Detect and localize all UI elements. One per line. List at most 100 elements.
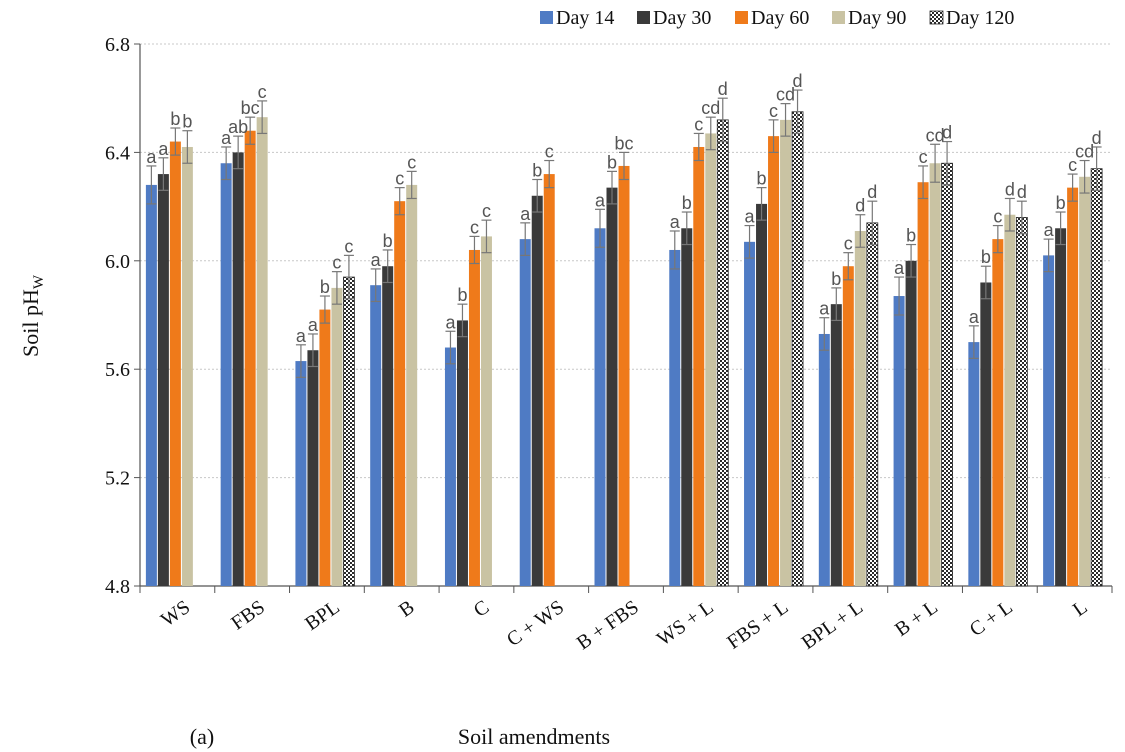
x-tick-label: L	[1069, 596, 1092, 621]
bar	[941, 162, 953, 587]
significance-letter: c	[470, 217, 479, 237]
legend-swatch	[637, 11, 650, 24]
bar	[744, 241, 756, 586]
bar	[220, 163, 232, 587]
bar	[456, 320, 468, 586]
bar	[169, 141, 181, 586]
significance-letter: bc	[241, 98, 260, 118]
significance-letter: b	[320, 277, 330, 297]
significance-letter: b	[457, 285, 467, 305]
significance-letter: a	[595, 190, 606, 210]
bar	[818, 333, 830, 586]
bar	[382, 266, 394, 586]
bar	[1067, 187, 1079, 586]
significance-letter: b	[532, 161, 542, 181]
significance-letter: a	[221, 128, 232, 148]
legend-swatch	[929, 10, 944, 25]
bar	[531, 195, 543, 586]
significance-letter: b	[383, 231, 393, 251]
legend-swatch	[832, 11, 845, 24]
bar	[780, 119, 792, 586]
x-tick-label: WS	[157, 596, 194, 631]
bar	[980, 282, 992, 586]
bar	[854, 230, 866, 587]
significance-letter: cd	[1075, 142, 1094, 162]
y-axis-label-subscript: W	[31, 274, 47, 289]
significance-letter: c	[545, 142, 554, 162]
bar	[756, 203, 768, 586]
y-axis-label: Soil pHW	[18, 274, 47, 357]
legend-label: Day 120	[946, 7, 1014, 29]
bar	[181, 146, 193, 587]
significance-letter: cd	[926, 125, 945, 145]
bar	[480, 236, 492, 586]
significance-letter: a	[158, 139, 169, 159]
x-tick-label: B + FBS	[573, 596, 643, 654]
significance-letter: a	[445, 312, 456, 332]
legend-swatch	[540, 11, 553, 24]
significance-letter: b	[607, 152, 617, 172]
y-tick-label: 5.2	[105, 468, 130, 490]
significance-letter: a	[745, 207, 756, 227]
bar	[157, 174, 169, 586]
significance-letter: c	[694, 114, 703, 134]
significance-letter: d	[1005, 179, 1015, 199]
significance-letter: b	[1056, 193, 1066, 213]
bar	[145, 184, 157, 587]
legend: Day 14 Day 30 Day 60 Day 90 Day 120	[540, 7, 1014, 29]
significance-letter: b	[906, 226, 916, 246]
significance-letter: c	[1068, 155, 1077, 175]
bar	[893, 296, 905, 586]
legend-label: Day 60	[751, 7, 809, 29]
significance-letter: c	[395, 169, 404, 189]
bar	[830, 304, 842, 586]
bars	[145, 111, 1103, 587]
significance-letter: a	[146, 147, 157, 167]
x-tick-label: WS + L	[653, 596, 718, 650]
significance-letter: d	[867, 182, 877, 202]
bar	[232, 152, 244, 586]
x-tick-label: C + L	[966, 596, 1017, 641]
significance-letter: c	[407, 152, 416, 172]
y-tick-label: 6.0	[105, 251, 130, 273]
y-tick-label: 4.8	[105, 576, 130, 598]
bar	[331, 287, 343, 586]
significance-letter: d	[942, 123, 952, 143]
significance-letter: a	[308, 315, 319, 335]
legend-label: Day 14	[556, 7, 614, 29]
bar	[992, 239, 1004, 586]
significance-letter: c	[332, 253, 341, 273]
bar	[594, 228, 606, 586]
x-tick-label: BPL + L	[798, 596, 867, 654]
significance-letter: c	[344, 236, 353, 256]
significance-letter: d	[793, 71, 803, 91]
significance-letter: cd	[776, 85, 795, 105]
bar	[681, 228, 693, 586]
significance-letter: a	[819, 299, 830, 319]
x-tick-label: FBS + L	[723, 596, 792, 654]
bar	[343, 276, 355, 587]
bar	[768, 136, 780, 586]
bar	[1079, 176, 1091, 587]
significance-letter: cd	[701, 98, 720, 118]
significance-letter: a	[1044, 220, 1055, 240]
significance-letter: a	[670, 212, 681, 232]
bar	[295, 361, 307, 586]
bar	[1055, 228, 1067, 586]
bar	[866, 222, 879, 587]
significance-letter: a	[969, 307, 980, 327]
x-axis-label: Soil amendments	[458, 724, 610, 749]
bar	[791, 111, 804, 587]
bar	[693, 146, 705, 587]
significance-letter: c	[993, 207, 1002, 227]
significance-letter: b	[757, 169, 767, 189]
panel-label: (a)	[190, 724, 214, 749]
significance-letter: a	[520, 204, 531, 224]
bar	[917, 182, 929, 586]
significance-letter: bc	[614, 133, 633, 153]
significance-letter: d	[855, 196, 865, 216]
significance-letter: b	[170, 109, 180, 129]
significance-letter: ab	[228, 117, 248, 137]
